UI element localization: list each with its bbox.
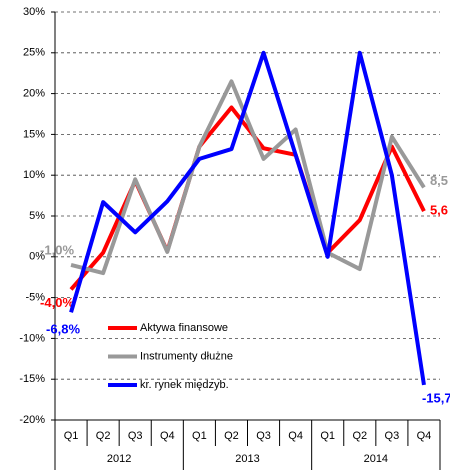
x-tick-label: Q3 (256, 430, 271, 442)
x-tick-label: Q2 (224, 430, 239, 442)
y-tick-label: 30% (23, 6, 45, 18)
y-tick-label: 20% (23, 88, 45, 100)
value-label: -15,7% (422, 390, 450, 405)
group-label: 2013 (235, 453, 259, 465)
y-tick-label: -20% (19, 414, 45, 426)
legend-label: Instrumenty dłużne (140, 350, 233, 362)
x-tick-label: Q3 (385, 430, 400, 442)
x-tick-label: Q4 (288, 430, 303, 442)
x-tick-label: Q2 (352, 430, 367, 442)
series-line (70, 79, 426, 276)
y-tick-label: -5% (25, 292, 45, 304)
legend-label: Aktywa finansowe (140, 322, 228, 334)
group-label: 2012 (107, 453, 131, 465)
y-tick-label: -15% (19, 373, 45, 385)
series-line (69, 50, 426, 386)
x-tick-label: Q1 (64, 430, 79, 442)
y-tick-label: -10% (19, 332, 45, 344)
value-label: 5,6 (430, 203, 448, 218)
x-tick-label: Q4 (160, 430, 175, 442)
x-tick-label: Q1 (192, 430, 207, 442)
group-label: 2014 (364, 453, 388, 465)
x-tick-label: Q1 (320, 430, 335, 442)
y-tick-label: 5% (29, 210, 45, 222)
value-label: 8,5 (430, 173, 448, 188)
value-label: -4,0% (40, 295, 74, 310)
y-tick-label: 15% (23, 128, 45, 140)
x-tick-label: Q2 (96, 430, 111, 442)
x-tick-label: Q4 (417, 430, 432, 442)
y-tick-label: 0% (29, 251, 45, 263)
value-label: -1,0% (40, 242, 74, 257)
y-tick-label: 10% (23, 169, 45, 181)
value-label: -6,8% (46, 322, 80, 337)
legend-label: kr. rynek międzyb. (140, 379, 229, 391)
x-tick-label: Q3 (128, 430, 143, 442)
y-tick-label: 25% (23, 47, 45, 59)
